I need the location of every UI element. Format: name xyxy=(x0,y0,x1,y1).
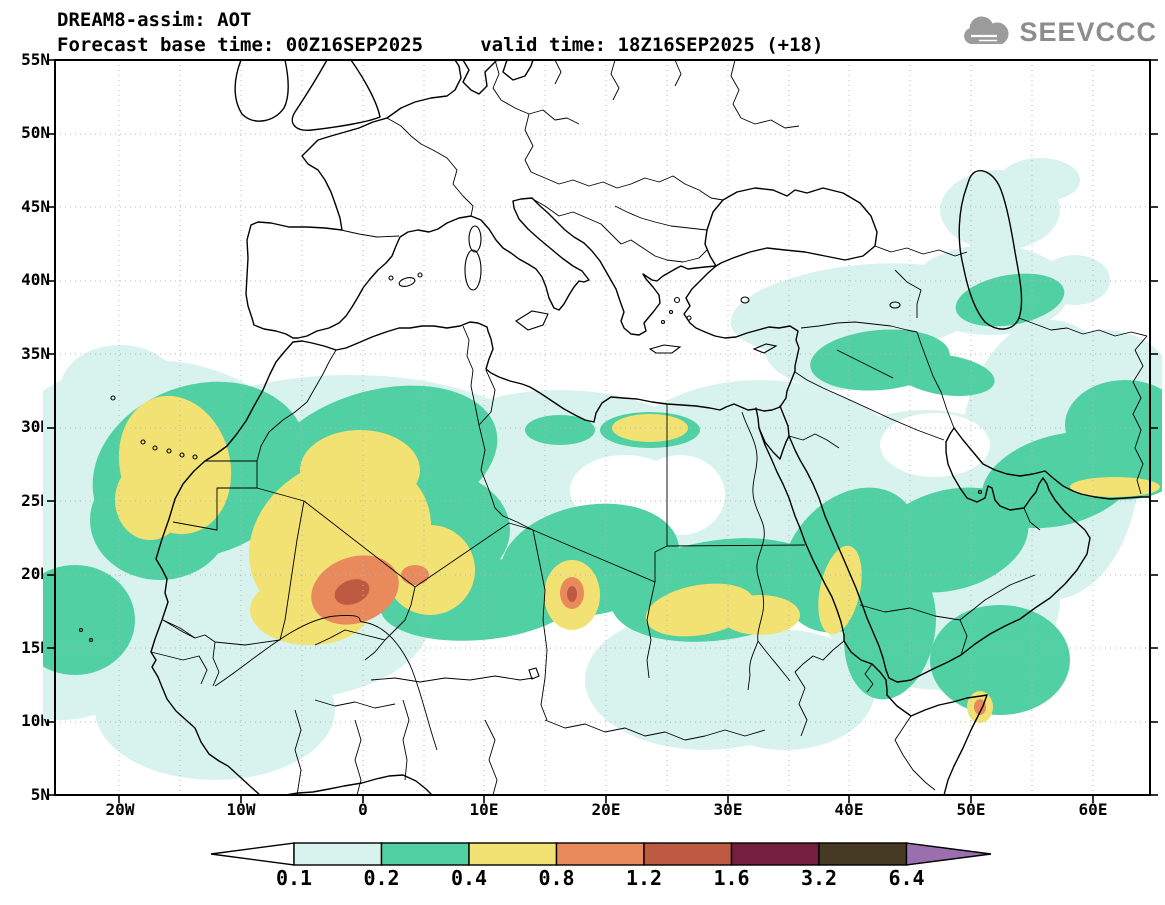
colorbar-label-6-4: 6.4 xyxy=(888,866,925,890)
lat-tick-35n: 35N xyxy=(21,344,50,363)
lat-tick-55n: 55N xyxy=(21,50,50,69)
lat-tick-50n: 50N xyxy=(21,123,50,142)
colorbar-label-0-8: 0.8 xyxy=(538,866,575,890)
colorbar-cell-16 xyxy=(730,842,820,866)
seevccc-logo: SEEVCCC xyxy=(959,14,1157,50)
colorbar-label-0-4: 0.4 xyxy=(450,866,488,890)
aot-map xyxy=(0,59,1165,803)
colorbar-cell-08 xyxy=(555,842,645,866)
colorbar-label-3-2: 3.2 xyxy=(800,866,838,890)
colorbar-label-0-1: 0.1 xyxy=(275,866,313,890)
colorbar-label-1-6: 1.6 xyxy=(713,866,750,890)
aot-shading-below-min-holes xyxy=(570,413,990,535)
header: DREAM8-assim: AOT Forecast base time: 00… xyxy=(57,8,823,58)
logo-text: SEEVCCC xyxy=(1019,16,1157,47)
page-title: DREAM8-assim: AOT xyxy=(57,9,252,31)
map-frame xyxy=(54,59,1151,796)
aot-shading-level-1-2 xyxy=(334,579,577,605)
colorbar-label-1-2: 1.2 xyxy=(625,866,663,890)
map-panel xyxy=(0,52,1165,807)
colorbar-arrow-above xyxy=(905,842,992,866)
axis-ticks xyxy=(47,59,1158,803)
lon-tick-20e: 20E xyxy=(591,800,621,819)
colorbar-cell-32 xyxy=(818,842,908,866)
colorbar-label-0-2: 0.2 xyxy=(363,866,400,890)
colorbar-cell-12 xyxy=(643,842,733,866)
cloud-icon xyxy=(964,16,1010,44)
page-subtitle: Forecast base time: 00Z16SEP2025 valid t… xyxy=(57,34,824,56)
lon-tick-30e: 30E xyxy=(713,800,743,819)
colorbar-svg xyxy=(210,842,992,866)
colorbar xyxy=(208,841,998,867)
colorbar-cell-02 xyxy=(380,842,470,866)
islands xyxy=(78,225,983,680)
coastlines xyxy=(150,59,1151,796)
lon-tick-0: 0 xyxy=(358,800,368,819)
lon-tick-50e: 50E xyxy=(956,800,986,819)
colorbar-arrow-below xyxy=(210,842,295,866)
colorbar-cell-01 xyxy=(293,842,383,866)
colorbar-cell-04 xyxy=(468,842,558,866)
country-borders xyxy=(150,59,1148,796)
lat-tick-5n: 5N xyxy=(30,785,50,804)
lat-tick-45n: 45N xyxy=(21,197,50,216)
lon-tick-20w: 20W xyxy=(105,800,135,819)
lon-tick-10e: 10E xyxy=(469,800,499,819)
lon-tick-40e: 40E xyxy=(834,800,864,819)
lat-tick-40n: 40N xyxy=(21,270,50,289)
lon-tick-10w: 10W xyxy=(226,800,256,819)
lon-tick-60e: 60E xyxy=(1078,800,1108,819)
